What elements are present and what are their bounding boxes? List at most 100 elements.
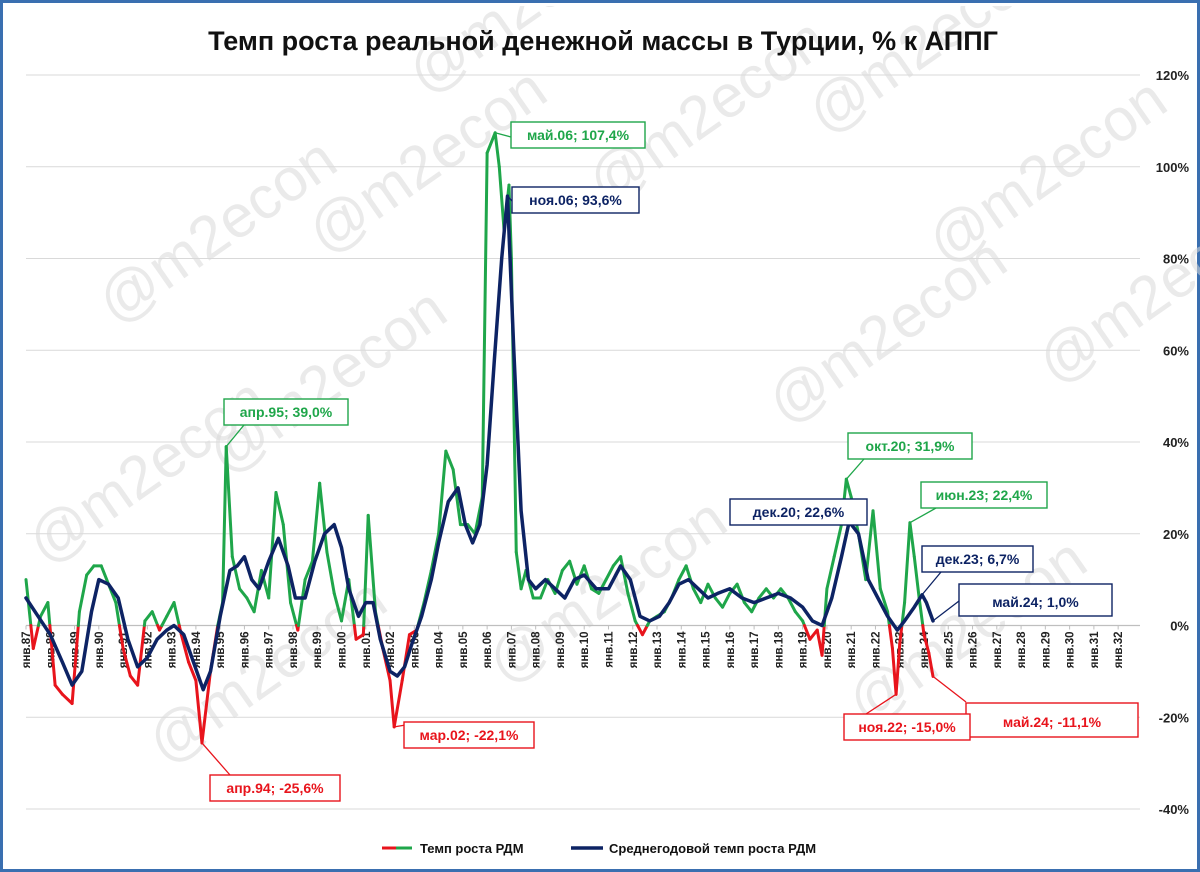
x-tick-label: янв.25 [943,631,955,668]
y-tick-label: -20% [1159,710,1190,725]
x-tick-label: янв.00 [337,632,349,669]
rdm-line-segment [303,559,314,582]
rdm-line-segment [480,151,489,499]
x-tick-label: янв.10 [579,632,591,669]
rdm-line-segment [786,596,797,614]
rdm-line-segment [70,624,80,705]
rdm-line-segment [172,601,181,627]
callout-label: май.06; 107,4% [527,127,630,143]
rdm-line-segment [917,596,925,627]
rdm-line-segment [310,481,322,563]
avg-rdm-line [24,194,935,692]
rdm-line-segment [844,477,853,499]
y-tick-label: 0% [1170,619,1189,634]
rdm-line-segment [117,624,125,650]
annotation-layer: май.06; 107,4% ноя.06; 93,6% апр.95; 39,0%… [201,121,1139,802]
x-tick-label: янв.28 [1016,631,1028,668]
x-tick-label: янв.17 [749,632,761,669]
callout: май.24; -11,1% [932,675,1139,738]
rdm-line-segment [366,513,377,614]
series-layer [24,131,935,745]
callout: апр.95; 39,0% [223,398,349,448]
rdm-line-segment [85,564,96,577]
rdm-line-segment [165,601,176,618]
callout-label: дек.23; 6,7% [936,551,1020,567]
callout-label: апр.95; 39,0% [240,404,333,420]
x-tick-label: янв.26 [968,632,980,669]
x-tick-label: янв.16 [725,632,737,669]
rdm-line-segment [352,624,358,641]
rdm-line-segment [187,660,198,683]
callout-leader [225,424,245,448]
rdm-line-segment [143,610,154,623]
x-tick-label: янв.18 [773,631,785,668]
rdm-line-segment [677,564,688,582]
rdm-line-segment [604,564,615,582]
callout-box [209,774,341,802]
callout-leader [932,675,967,703]
callout: май.06; 107,4% [494,121,646,149]
callout: май.24; 1,0% [932,583,1113,622]
callout-box [965,702,1139,738]
callout-label: май.24; -11,1% [1003,714,1102,730]
callout: апр.94; -25,6% [201,742,341,802]
rdm-line-segment [497,165,506,233]
rdm-line-segment [912,555,921,600]
x-tick-label: янв.01 [361,631,373,668]
callout-box [511,186,640,214]
rdm-line-segment [597,578,608,595]
rdm-line-segment [76,610,81,627]
callout: дек.23; 6,7% [921,545,1034,596]
callout-box [843,713,971,741]
x-tick-label: янв.31 [1089,631,1101,668]
rdm-line-segment [245,596,256,614]
rdm-line-segment [267,490,278,600]
x-tick-label: янв.11 [603,631,615,668]
callout-leader [494,132,512,138]
rdm-line-segment [519,568,528,591]
callout-box [958,583,1113,617]
x-tick-label: янв.87 [21,632,33,669]
rdm-line-segment [922,633,931,655]
callout-label: ноя.22; -15,0% [858,719,956,735]
rdm-line-segment [388,679,396,729]
y-tick-label: -40% [1159,802,1190,817]
callout-label: дек.20; 22,6% [753,504,845,520]
x-tick-label: янв.97 [264,632,276,669]
x-tick-label: янв.30 [1065,632,1077,669]
y-tick-label: 60% [1163,343,1189,358]
rdm-line-segment [713,596,725,609]
rdm-line-segment [194,679,204,745]
x-tick-label: янв.15 [701,631,713,668]
chart-title: Темп роста реальной денежной массы в Тур… [208,26,998,56]
rdm-line-segment [560,559,572,572]
rdm-line-segment [200,669,212,745]
rdm-line-segment [60,692,74,705]
x-tick-label: янв.06 [482,632,494,669]
callout-leader [909,507,937,524]
rdm-line-segment [150,610,160,627]
rdm-line-segment [46,601,52,627]
x-tick-label: янв.08 [531,631,543,668]
x-tick-label: янв.24 [919,631,931,668]
rdm-line-segment [802,624,812,641]
x-tick-label: янв.13 [652,632,664,669]
callout-leader [865,693,897,715]
rdm-line-segment [908,521,916,559]
rdm-line-segment [31,624,40,650]
rdm-line-segment [99,564,111,586]
rdm-line-segment [825,555,836,591]
rdm-line-segment [514,550,523,591]
callout: окт.20; 31,9% [845,432,973,480]
x-tick-label: янв.22 [870,632,882,669]
callout-box [921,545,1034,573]
y-axis-ticks: -40% -20% 0% 20% 40% 60% 80% 100% 120% [1156,68,1190,817]
callout-leader [921,571,942,596]
rdm-line-segment [757,587,768,600]
x-tick-label: янв.04 [434,631,446,668]
rdm-line-segment [121,646,132,678]
x-tick-label: янв.90 [94,632,106,669]
rdm-line-segment [221,445,228,605]
rdm-line-segment [742,601,754,614]
x-tick-label: янв.29 [1040,632,1052,669]
